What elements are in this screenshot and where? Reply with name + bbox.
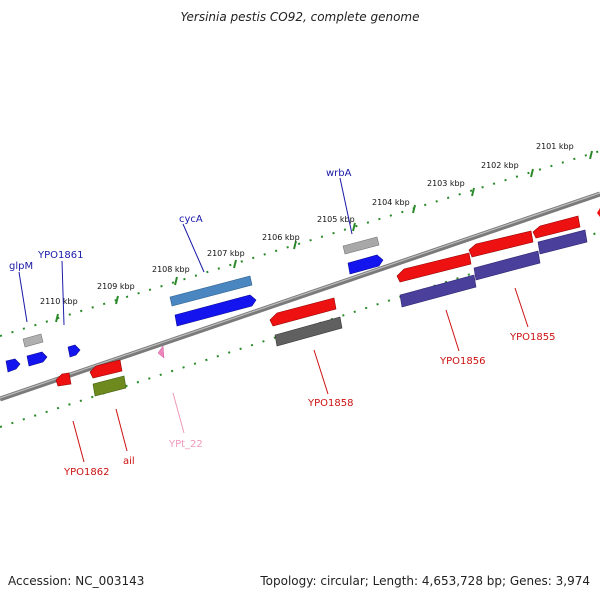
gene-label: cycA xyxy=(179,214,203,225)
gene-feature xyxy=(157,345,165,359)
major-ticks xyxy=(55,150,593,323)
tick-label: 2109 kbp xyxy=(97,282,135,291)
gene-feature xyxy=(269,297,337,327)
gene-label: wrbA xyxy=(326,168,352,179)
leader-line xyxy=(445,309,460,352)
forward-features xyxy=(5,236,384,373)
tick-label: 2101 kbp xyxy=(536,142,574,151)
accession-text: Accession: NC_003143 xyxy=(8,574,145,588)
gene-label: YPO1855 xyxy=(509,332,555,343)
gene-feature xyxy=(347,254,384,275)
gene-feature xyxy=(396,252,472,283)
gene-label: YPO1858 xyxy=(307,398,353,409)
gene-feature xyxy=(22,333,44,348)
gene-feature xyxy=(399,274,477,308)
leader-line xyxy=(514,287,529,328)
map-title: Yersinia pestis CO92, complete genome xyxy=(180,10,420,24)
leader-line xyxy=(182,223,205,273)
major-tick xyxy=(412,204,416,214)
major-tick xyxy=(55,313,59,323)
genome-backbone-highlight xyxy=(0,192,600,399)
gene-feature xyxy=(26,351,48,367)
gene-feature xyxy=(468,230,534,258)
leader-line xyxy=(61,260,65,326)
major-tick xyxy=(233,259,237,269)
reverse-features xyxy=(55,208,600,397)
leader-line xyxy=(72,420,85,463)
gene-label: YPO1856 xyxy=(439,356,485,367)
gene-feature xyxy=(55,372,72,387)
gene-label: glpM xyxy=(9,261,33,272)
gene-feature xyxy=(532,215,581,239)
forward-tick-track xyxy=(0,150,600,337)
major-tick xyxy=(530,168,534,178)
leader-line xyxy=(339,177,353,235)
leader-line xyxy=(313,349,329,395)
gene-feature xyxy=(174,294,257,327)
gene-feature xyxy=(342,236,380,255)
tick-label: 2103 kbp xyxy=(427,179,465,188)
gene-feature xyxy=(597,208,600,217)
gene-feature xyxy=(537,229,588,255)
leader-line xyxy=(18,271,28,323)
tick-label: 2104 kbp xyxy=(372,198,410,207)
genome-summary-text: Topology: circular; Length: 4,653,728 bp… xyxy=(260,574,590,588)
major-tick xyxy=(293,240,297,250)
gene-feature xyxy=(169,275,253,307)
tick-label: 2110 kbp xyxy=(40,297,78,306)
gene-feature xyxy=(89,359,123,379)
tick-label: 2106 kbp xyxy=(262,233,300,242)
gene-feature xyxy=(274,316,343,347)
gene-feature xyxy=(67,344,81,358)
major-tick xyxy=(589,150,593,160)
leader-line xyxy=(115,408,128,452)
gene-feature xyxy=(5,358,21,373)
gene-label: YPt_22 xyxy=(168,439,203,450)
major-tick xyxy=(352,222,356,232)
gene-feature xyxy=(473,250,541,281)
gene-labels: glpM YPO1861 cycA wrbA YPO1855 YPO1856 Y… xyxy=(9,168,555,478)
tick-label: 2105 kbp xyxy=(317,215,355,224)
tick-label: 2108 kbp xyxy=(152,265,190,274)
genome-backbone xyxy=(0,191,600,402)
label-leaders xyxy=(18,177,529,463)
tick-label: 2107 kbp xyxy=(207,249,245,258)
major-tick xyxy=(471,187,475,197)
gene-label: YPO1862 xyxy=(63,467,109,478)
leader-line xyxy=(172,392,185,434)
gene-label: ail xyxy=(123,456,135,467)
major-tick xyxy=(115,295,119,305)
major-tick xyxy=(174,276,178,286)
tick-labels: 2101 kbp 2102 kbp 2103 kbp 2104 kbp 2105… xyxy=(40,142,574,306)
tick-label: 2102 kbp xyxy=(481,161,519,170)
gene-label: YPO1861 xyxy=(37,250,83,261)
gene-feature xyxy=(92,375,127,397)
